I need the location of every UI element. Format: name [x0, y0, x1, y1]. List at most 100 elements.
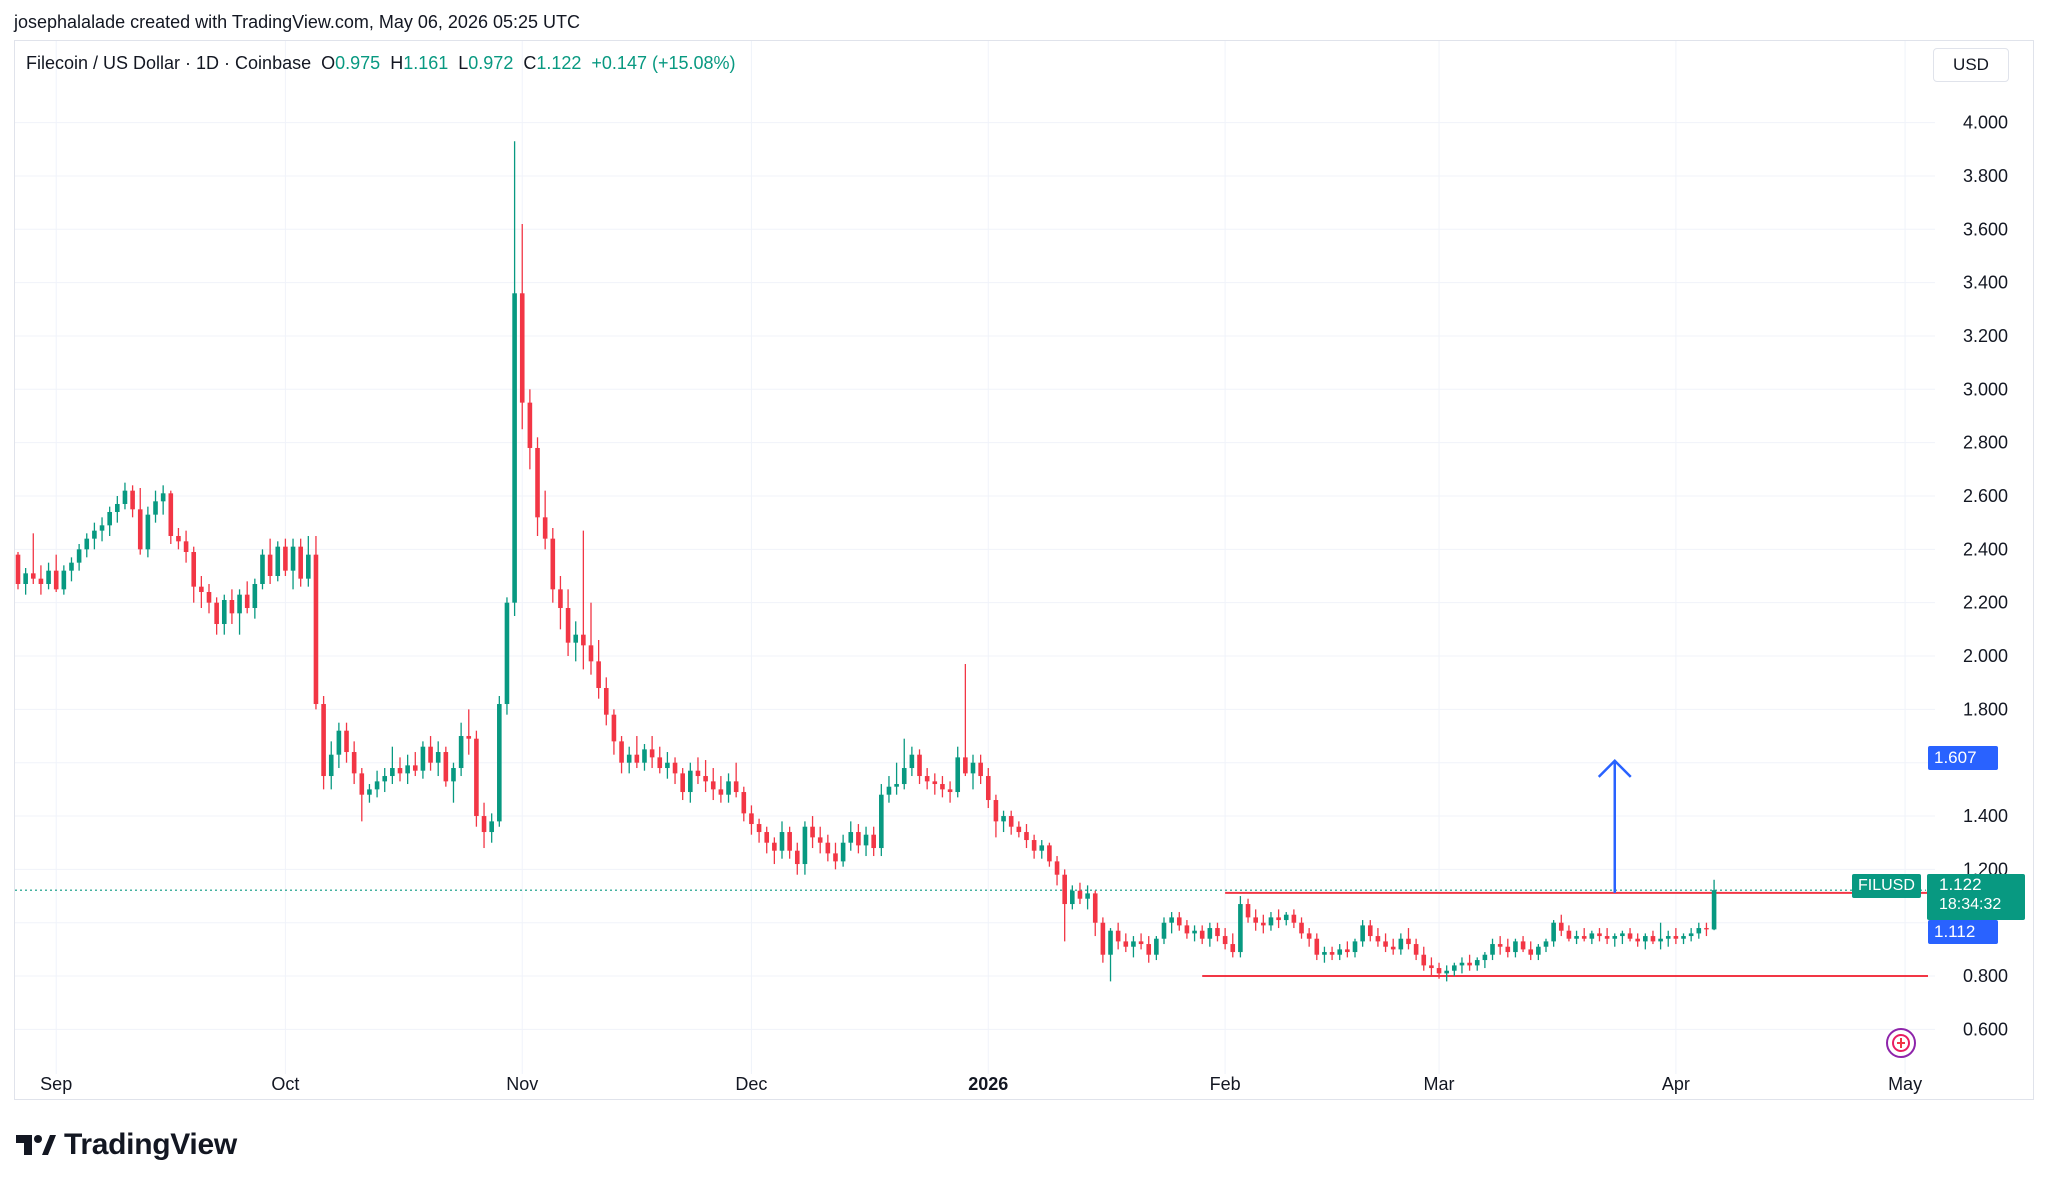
- candle-body: [817, 837, 823, 843]
- candle-body: [940, 784, 945, 790]
- candle: [1329, 946, 1335, 961]
- candle-body: [313, 554, 319, 705]
- candle: [382, 768, 388, 793]
- candle-body: [1597, 933, 1602, 937]
- candle-body: [680, 773, 685, 793]
- candle-body: [1497, 944, 1503, 947]
- candle: [1001, 810, 1006, 833]
- candle-body: [306, 554, 311, 579]
- chart-credit: josephalalade created with TradingView.c…: [14, 12, 580, 32]
- candle: [405, 754, 410, 785]
- candle: [1650, 930, 1656, 945]
- candle-body: [1192, 930, 1197, 934]
- candle-body: [657, 757, 663, 769]
- candle: [794, 842, 800, 875]
- candle: [38, 565, 44, 595]
- candle-body: [145, 514, 151, 550]
- candle: [588, 602, 594, 675]
- candle: [1291, 909, 1297, 929]
- low-label: L: [458, 53, 469, 73]
- candle: [1459, 957, 1465, 974]
- candle: [1497, 936, 1503, 955]
- candle-body: [634, 754, 640, 763]
- x-tick-label: Feb: [1210, 1074, 1241, 1094]
- candle: [649, 736, 655, 769]
- candle: [1070, 885, 1075, 910]
- symbol-title[interactable]: Filecoin / US Dollar · 1D · Coinbase: [26, 53, 312, 73]
- tradingview-badge-icon[interactable]: [1886, 1028, 1916, 1058]
- candle-body: [367, 789, 372, 795]
- candle-body: [1459, 962, 1465, 966]
- candle: [30, 533, 36, 585]
- candle: [917, 749, 922, 785]
- candle-body: [474, 738, 479, 817]
- candle-body: [1490, 944, 1495, 955]
- candle-body: [1199, 930, 1205, 939]
- candle-body: [703, 776, 708, 782]
- candle: [1199, 925, 1205, 945]
- candle-body: [619, 741, 624, 763]
- candle-body: [1268, 917, 1274, 926]
- candle-body: [397, 768, 403, 774]
- candle-body: [527, 402, 533, 448]
- candle-body: [1444, 970, 1449, 974]
- candle: [611, 709, 617, 755]
- candle-body: [909, 754, 915, 769]
- candle: [901, 738, 907, 790]
- candle: [1658, 922, 1663, 950]
- candle: [1429, 957, 1434, 977]
- candle: [626, 746, 632, 774]
- candle: [848, 821, 854, 851]
- candle-body: [756, 824, 762, 833]
- last-price-label: 1.122 18:34:32: [1927, 874, 2025, 920]
- candle: [1047, 842, 1052, 867]
- candle: [1452, 962, 1457, 977]
- candle: [1352, 938, 1358, 958]
- candle: [1299, 917, 1304, 939]
- candle: [1337, 944, 1343, 961]
- candle: [283, 538, 288, 576]
- candle-body: [130, 490, 135, 510]
- candle: [1543, 938, 1549, 953]
- candle-body: [1520, 941, 1526, 950]
- candle-body: [451, 768, 456, 782]
- candle-body: [932, 781, 938, 785]
- candle: [412, 752, 418, 777]
- candle: [15, 551, 21, 590]
- candle: [1505, 938, 1511, 958]
- candle: [306, 535, 311, 587]
- candle-body: [328, 754, 334, 777]
- low-value: 0.972: [468, 53, 514, 73]
- candle: [1520, 936, 1526, 953]
- candle: [1215, 922, 1220, 942]
- candle: [489, 813, 494, 843]
- candle: [1016, 821, 1022, 838]
- candle: [879, 784, 884, 857]
- candle: [1681, 933, 1686, 945]
- currency-button[interactable]: USD: [1933, 48, 2009, 82]
- x-tick-label: Apr: [1662, 1074, 1690, 1094]
- candle-body: [69, 562, 74, 571]
- candle: [1574, 930, 1579, 945]
- candle-body: [382, 776, 388, 782]
- high-value: 1.161: [403, 53, 449, 73]
- candle: [474, 730, 479, 827]
- x-tick-label: Sep: [40, 1074, 72, 1094]
- candle-body: [481, 816, 487, 833]
- candle-body: [581, 634, 586, 646]
- candle-body: [1230, 944, 1236, 953]
- candle-body: [1077, 890, 1083, 899]
- candle-body: [1276, 917, 1281, 921]
- candle: [420, 741, 426, 779]
- candle-body: [894, 784, 899, 787]
- y-tick-label: 3.600: [1963, 219, 2008, 239]
- candle: [435, 741, 441, 777]
- candle: [970, 754, 976, 790]
- candle-body: [252, 584, 258, 609]
- candle: [344, 722, 349, 763]
- candle: [199, 576, 204, 609]
- candle: [1597, 928, 1602, 942]
- candle: [1711, 879, 1717, 931]
- target-level-tag: 1.607: [1928, 746, 1998, 770]
